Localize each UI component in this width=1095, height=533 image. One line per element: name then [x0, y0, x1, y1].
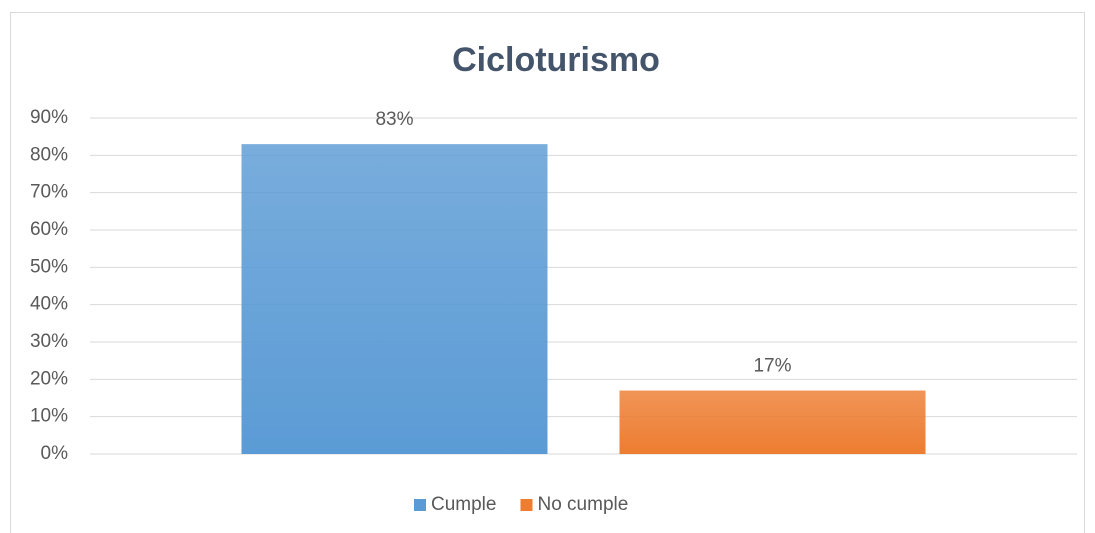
- chart-title: Cicloturismo: [452, 41, 660, 79]
- y-tick-label: 40%: [30, 294, 68, 315]
- y-tick-label: 10%: [30, 406, 68, 427]
- y-tick-label: 50%: [30, 256, 68, 277]
- value-label: 17%: [753, 356, 791, 377]
- value-label: 83%: [375, 109, 413, 130]
- legend-label: No cumple: [537, 494, 628, 515]
- y-tick-label: 70%: [30, 182, 68, 203]
- y-tick-label: 80%: [30, 144, 68, 165]
- y-tick-label: 0%: [41, 443, 69, 464]
- y-tick-label: 90%: [30, 107, 68, 128]
- y-tick-label: 60%: [30, 219, 68, 240]
- legend-swatch: [520, 499, 533, 511]
- bar: [619, 390, 926, 454]
- y-tick-label: 30%: [30, 331, 68, 352]
- y-tick-label: 20%: [30, 368, 68, 389]
- bar: [241, 144, 548, 454]
- legend-swatch: [414, 499, 426, 511]
- legend-label: Cumple: [431, 494, 496, 515]
